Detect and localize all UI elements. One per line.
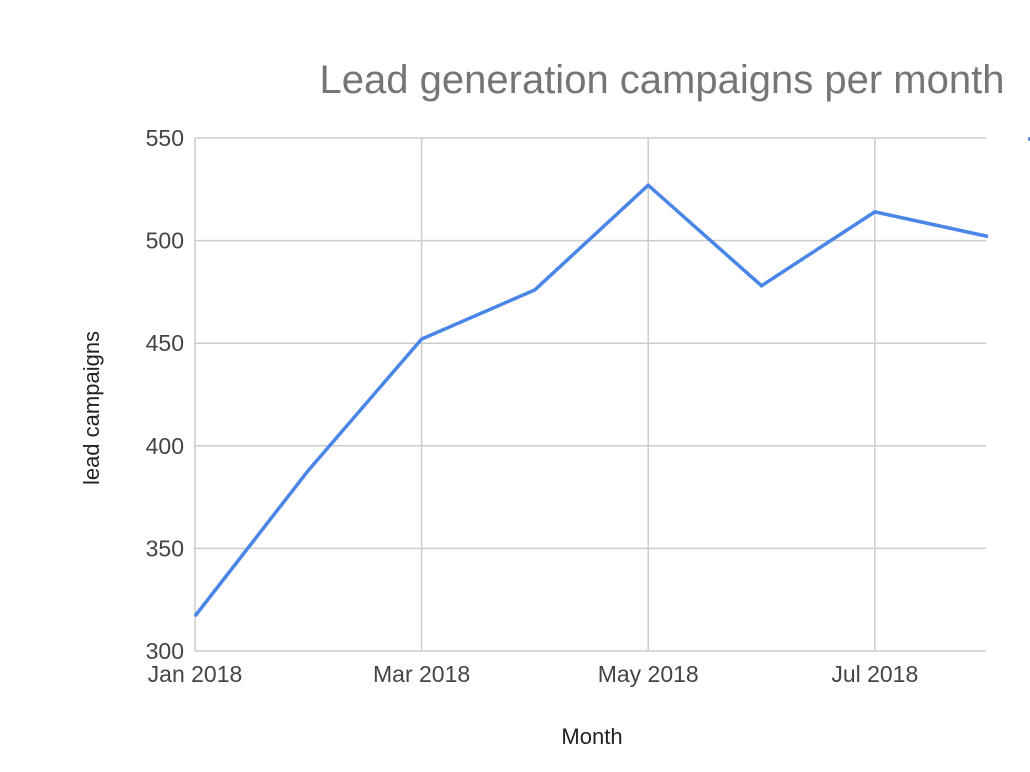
y-tick-label: 500 xyxy=(146,228,184,254)
y-axis-title: lead campaigns xyxy=(79,331,104,485)
series-line xyxy=(193,182,989,618)
x-tick-labels: Jan 2018 Mar 2018 May 2018 Jul 2018 xyxy=(148,661,919,687)
y-tick-label: 300 xyxy=(146,638,184,664)
y-tick-label: 400 xyxy=(146,433,184,459)
y-tick-labels: 300 350 400 450 500 550 xyxy=(146,125,184,664)
x-tick-label: Jul 2018 xyxy=(831,661,918,687)
series-lines xyxy=(193,182,989,618)
y-tick-label: 450 xyxy=(146,330,184,356)
x-tick-label: Mar 2018 xyxy=(373,661,470,687)
y-tick-label: 550 xyxy=(146,125,184,151)
chart-title: Lead generation campaigns per month xyxy=(320,58,1005,102)
x-tick-label: May 2018 xyxy=(598,661,699,687)
y-tick-label: 350 xyxy=(146,535,184,561)
x-tick-label: Jan 2018 xyxy=(148,661,243,687)
x-axis-title: Month xyxy=(561,724,622,749)
